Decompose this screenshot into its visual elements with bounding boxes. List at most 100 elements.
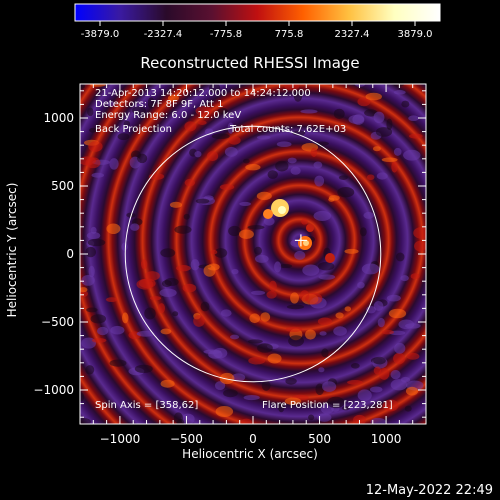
heatmap-speckle xyxy=(107,101,115,107)
heatmap-speckle xyxy=(393,84,405,87)
solar-limb-circle xyxy=(124,125,382,383)
heatmap-speckle xyxy=(321,348,329,358)
heatmap-speckle xyxy=(278,402,285,413)
heatmap-speckle xyxy=(87,107,94,117)
bright-source xyxy=(325,253,335,263)
heatmap-speckle xyxy=(267,353,282,364)
heatmap-speckle xyxy=(313,210,332,222)
heatmap-speckle xyxy=(322,381,337,392)
bright-source xyxy=(263,209,273,219)
x-axis-label: Heliocentric X (arcsec) xyxy=(182,447,318,461)
timestamp-label: 12-May-2022 22:49 xyxy=(366,483,493,498)
heatmap-speckle xyxy=(305,329,316,340)
heatmap-speckle xyxy=(147,97,155,109)
heatmap-speckle xyxy=(97,326,109,336)
heatmap-speckle xyxy=(134,364,153,374)
colorbar xyxy=(74,3,441,22)
y-tick-label: 0 xyxy=(66,247,74,261)
heatmap-speckle xyxy=(106,223,121,235)
heatmap-speckle xyxy=(85,246,97,258)
heatmap-speckle xyxy=(224,146,238,157)
heatmap-speckle xyxy=(231,373,246,382)
heatmap-speckle xyxy=(361,263,380,275)
heatmap-speckle xyxy=(285,377,297,385)
heatmap-speckle xyxy=(284,397,302,405)
heatmap-speckle xyxy=(365,92,382,101)
heatmap-speckle xyxy=(302,264,320,276)
heatmap-speckle xyxy=(215,406,234,418)
heatmap-speckle xyxy=(318,367,325,373)
heatmap-speckle xyxy=(195,198,210,204)
heatmap-speckle xyxy=(80,287,88,293)
heatmap-speckle xyxy=(137,153,148,164)
heatmap-speckle xyxy=(80,418,91,424)
heatmap-speckle xyxy=(373,111,385,124)
heatmap-speckle xyxy=(327,396,345,409)
bright-source xyxy=(303,240,309,246)
heatmap-speckle xyxy=(353,414,367,424)
heatmap-speckle xyxy=(109,359,127,367)
heatmap-speckle xyxy=(245,164,261,171)
heatmap-speckle xyxy=(338,175,348,180)
y-tick-label: −1000 xyxy=(33,383,74,397)
heatmap-speckle xyxy=(123,120,131,127)
heatmap-speckle xyxy=(256,135,271,140)
heatmap-speckle xyxy=(395,252,405,262)
heatmap-speckle xyxy=(310,147,318,158)
heatmap-speckle xyxy=(286,304,305,310)
heatmap-speckle xyxy=(350,363,360,369)
heatmap-speckle xyxy=(279,264,293,269)
heatmap-speckle xyxy=(194,150,202,158)
heatmap-speckle xyxy=(333,108,345,119)
heatmap-speckle xyxy=(160,328,172,335)
method-label: Back Projection xyxy=(95,124,172,135)
heatmap-speckle xyxy=(86,307,98,313)
heatmap-speckle xyxy=(229,334,240,340)
heatmap-speckle xyxy=(398,319,415,330)
heatmap-speckle xyxy=(85,157,101,169)
heatmap-speckle xyxy=(210,249,218,255)
x-tick-label: −1000 xyxy=(100,432,141,446)
heatmap-speckle xyxy=(381,330,394,335)
heatmap-speckle xyxy=(275,160,289,172)
heatmap-speckle xyxy=(369,386,383,393)
heatmap-speckle xyxy=(287,157,297,164)
heatmap-speckle xyxy=(378,368,390,380)
chart-title: Reconstructed RHESSI Image xyxy=(140,54,359,72)
heatmap-speckle xyxy=(257,343,273,353)
heatmap-speckle xyxy=(357,389,372,402)
y-tick-label: 1000 xyxy=(43,111,74,125)
heatmap-speckle xyxy=(315,383,325,396)
heatmap-speckle xyxy=(239,201,252,206)
heatmap-speckle xyxy=(89,127,97,133)
heatmap-speckle xyxy=(317,413,332,422)
heatmap-speckle xyxy=(160,248,176,258)
heatmap-speckle xyxy=(195,106,213,116)
heatmap-speckle xyxy=(301,218,308,225)
heatmap-speckle xyxy=(408,115,419,122)
heatmap-speckle xyxy=(228,136,241,145)
heatmap-speckle xyxy=(228,225,241,237)
heatmap-speckle xyxy=(364,109,378,117)
heatmap-speckle xyxy=(401,100,410,108)
heatmap-speckle xyxy=(172,311,179,317)
heatmap-speckle xyxy=(393,352,406,365)
heatmap-speckle xyxy=(256,191,272,201)
spin-axis-label: Spin Axis = [358,62] xyxy=(95,400,198,411)
heatmap-speckle xyxy=(274,261,282,273)
y-axis-label: Heliocentric Y (arcsec) xyxy=(5,183,19,318)
heatmap-speckle xyxy=(181,413,195,424)
heatmap-speckle xyxy=(290,292,299,304)
heatmap-speckle xyxy=(328,197,335,202)
heatmap-speckle xyxy=(284,84,300,91)
colorbar-tick-label: 2327.4 xyxy=(335,29,370,40)
heatmap-speckle xyxy=(357,97,371,107)
heatmap-speckle xyxy=(292,130,306,136)
heatmap-speckle xyxy=(382,399,399,412)
heatmap-speckle xyxy=(285,326,303,333)
heatmap-speckle xyxy=(174,225,192,234)
heatmap-speckle xyxy=(394,342,406,354)
heatmap-speckle xyxy=(219,372,235,385)
heatmap-speckle xyxy=(294,250,306,260)
heatmap-speckle xyxy=(184,178,196,187)
